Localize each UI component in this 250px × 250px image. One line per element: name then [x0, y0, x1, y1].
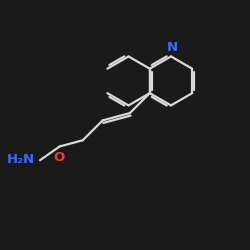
Text: H₂N: H₂N	[6, 153, 35, 166]
Text: N: N	[166, 40, 177, 54]
Text: O: O	[53, 151, 64, 164]
